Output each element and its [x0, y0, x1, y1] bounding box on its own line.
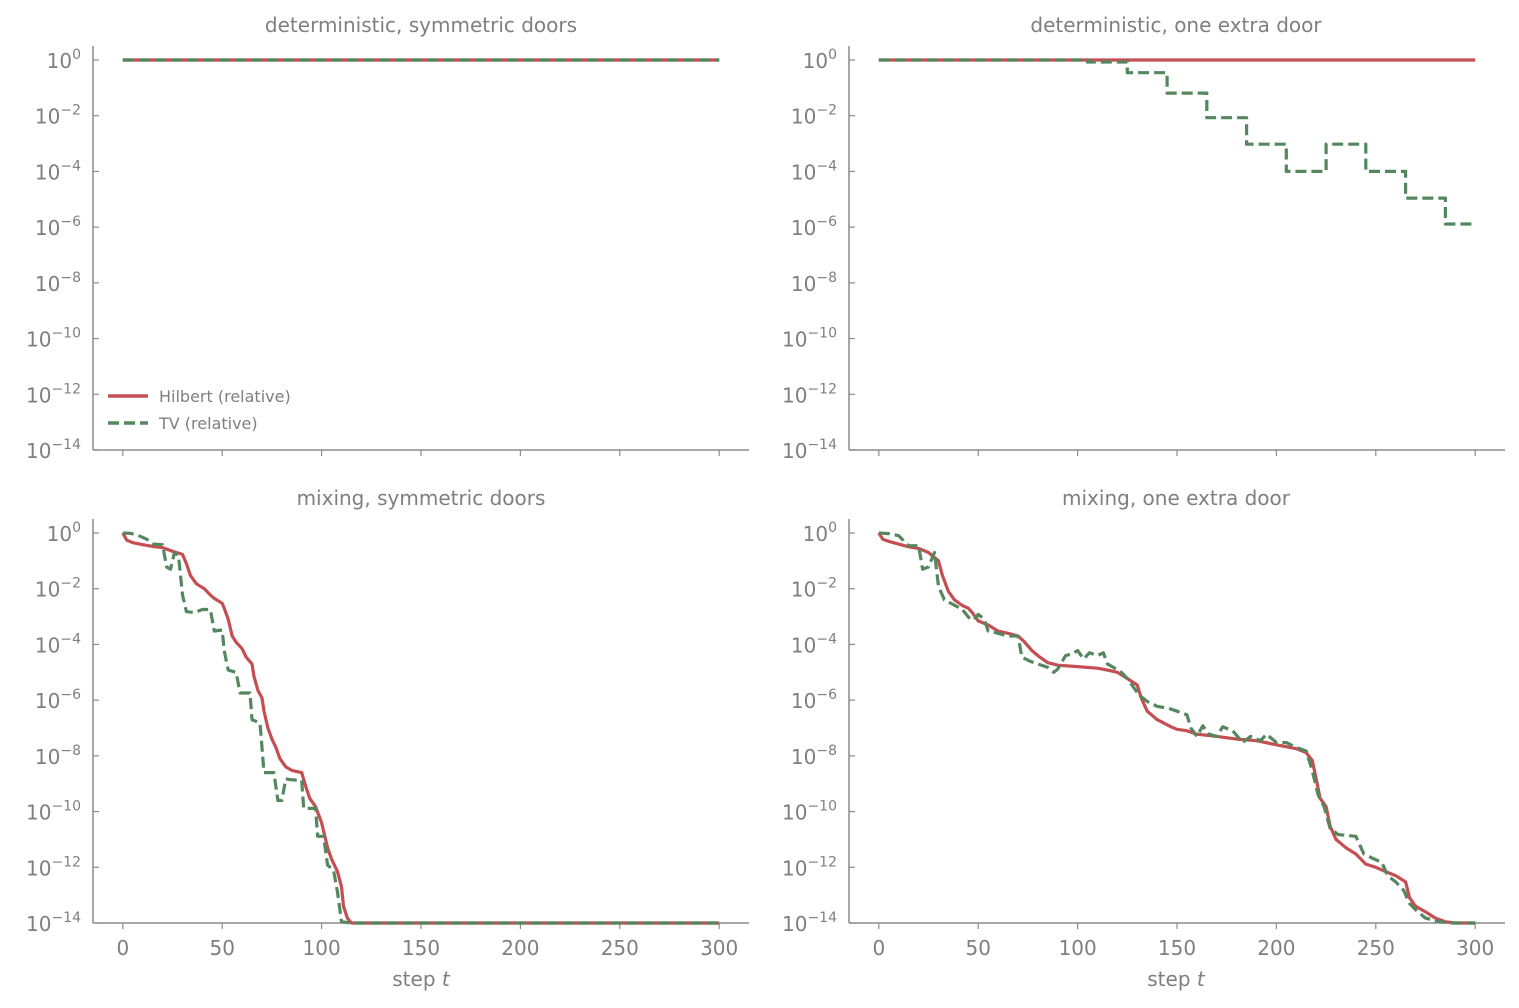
- panel-title: deterministic, symmetric doors: [265, 13, 577, 37]
- y-tick-label: 10−2: [35, 576, 81, 602]
- x-tick-label: 0: [116, 936, 129, 960]
- x-tick-label: 150: [1158, 936, 1196, 960]
- y-tick-label: 10−4: [35, 631, 81, 657]
- y-tick-label: 10−8: [791, 270, 837, 296]
- y-tick-label: 100: [803, 520, 837, 546]
- y-tick-label: 10−6: [791, 687, 837, 713]
- series-line-tv: [122, 531, 720, 925]
- panel-deterministic-extra-door: deterministic, one extra door 100 10−2 10−…: [782, 13, 1505, 463]
- y-tick-label: 10−4: [791, 631, 837, 657]
- y-tick-label: 10−12: [26, 854, 81, 880]
- y-tick-label: 10−2: [791, 103, 837, 129]
- panel-mixing-extra-door: mixing, one extra door step t 100 10−2 10−…: [782, 486, 1505, 991]
- y-tick-label: 10−10: [26, 326, 81, 352]
- y-tick-label: 10−14: [26, 910, 81, 936]
- x-axis-label: step t: [392, 967, 451, 991]
- x-tick-label: 300: [1456, 936, 1494, 960]
- y-tick-label: 10−14: [26, 437, 81, 463]
- y-tick-label: 10−12: [782, 854, 837, 880]
- y-tick-label: 10−8: [35, 743, 81, 769]
- y-tick-label: 10−12: [26, 381, 81, 407]
- x-tick-label: 250: [601, 936, 639, 960]
- legend-hilbert-label: Hilbert (relative): [159, 387, 291, 406]
- x-tick-label: 150: [402, 936, 440, 960]
- x-tick-label: 0: [872, 936, 885, 960]
- series-line-tv: [878, 58, 1476, 226]
- panel-title: mixing, one extra door: [1062, 486, 1291, 510]
- series-line-hilbert: [121, 532, 720, 925]
- y-tick-label: 10−14: [782, 437, 837, 463]
- series-line-hilbert: [877, 532, 1476, 925]
- series-line-tv: [878, 531, 1476, 925]
- legend: Hilbert (relative) TV (relative): [108, 387, 291, 433]
- x-tick-label: 50: [965, 936, 990, 960]
- y-tick-label: 10−14: [782, 910, 837, 936]
- legend-tv-label: TV (relative): [158, 414, 258, 433]
- y-tick-label: 10−2: [35, 103, 81, 129]
- x-tick-label: 300: [700, 936, 738, 960]
- y-tick-label: 10−10: [782, 326, 837, 352]
- y-tick-label: 10−4: [35, 158, 81, 184]
- x-tick-label: 200: [1257, 936, 1295, 960]
- x-tick-label: 100: [303, 936, 341, 960]
- y-tick-label: 10−6: [791, 214, 837, 240]
- x-tick-label: 100: [1059, 936, 1097, 960]
- y-tick-label: 10−4: [791, 158, 837, 184]
- panel-title: deterministic, one extra door: [1030, 13, 1322, 37]
- x-tick-label: 250: [1357, 936, 1395, 960]
- y-tick-label: 100: [803, 47, 837, 73]
- y-tick-label: 100: [47, 520, 81, 546]
- x-axis-label: step t: [1147, 967, 1206, 991]
- y-tick-label: 10−8: [35, 270, 81, 296]
- panel-mixing-symmetric: mixing, symmetric doors step t 100 10−2 10…: [26, 486, 749, 991]
- x-tick-label: 50: [209, 936, 234, 960]
- y-tick-label: 10−10: [782, 799, 837, 825]
- y-tick-label: 10−12: [782, 381, 837, 407]
- panel-deterministic-symmetric: deterministic, symmetric doors 100 10−2 10…: [26, 13, 749, 463]
- y-tick-label: 10−10: [26, 799, 81, 825]
- y-tick-label: 100: [47, 47, 81, 73]
- x-tick-label: 200: [501, 936, 539, 960]
- y-tick-label: 10−6: [35, 214, 81, 240]
- y-tick-label: 10−6: [35, 687, 81, 713]
- y-tick-label: 10−8: [791, 743, 837, 769]
- panel-title: mixing, symmetric doors: [297, 486, 546, 510]
- y-tick-label: 10−2: [791, 576, 837, 602]
